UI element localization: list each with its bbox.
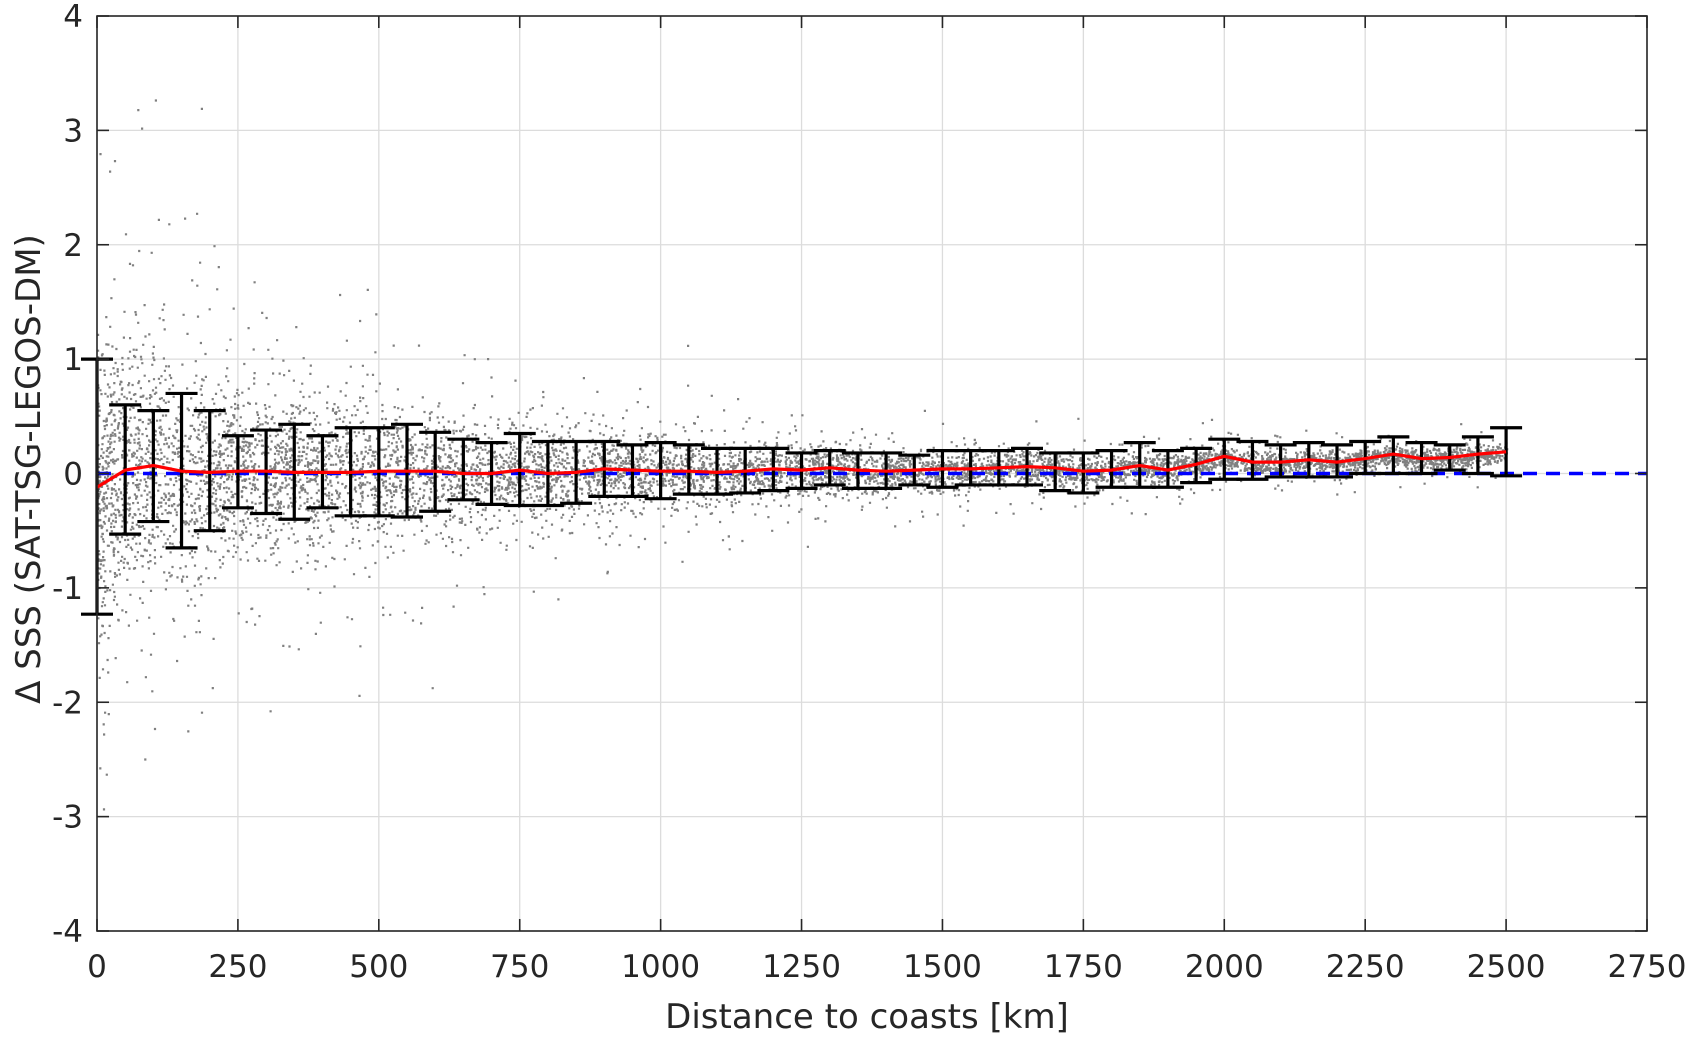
y-tick-label: 4 [63,0,83,35]
y-tick-label: -2 [52,685,83,721]
y-axis-label: Δ SSS (SAT-TSG-LEGOS-DM) [9,234,49,704]
mean-series-line [96,450,1507,489]
x-tick-label: 250 [208,949,267,985]
y-tick-label: -4 [52,914,83,950]
error-bar [1208,437,1241,481]
x-tick-label: 1500 [903,949,982,985]
error-bar [1039,451,1072,493]
y-tick-label: 1 [63,342,83,378]
scatter-points [97,99,1509,811]
error-bar [672,443,705,496]
x-axis-label: Distance to coasts [km] [665,997,1069,1035]
x-tick-label: 1000 [621,949,700,985]
x-tick-label: 1750 [1044,949,1123,985]
x-tick-label: 2750 [1608,949,1687,985]
error-bar [1067,451,1100,495]
x-tick-labels: 0 250 500 750 1000 1250 1500 1750 2000 2250 2500 27… [87,949,1686,985]
y-tick-label: 3 [63,113,83,149]
y-tick-label: 2 [63,228,83,264]
y-tick-label: -1 [52,571,83,607]
y-tick-label: 0 [63,457,83,493]
x-tick-label: 2250 [1326,949,1405,985]
y-tick-labels: -4 -3 -2 -1 0 1 2 3 4 [52,0,83,950]
error-bar [193,408,226,533]
x-tick-label: 500 [349,949,408,985]
y-tick-label: -3 [52,800,83,836]
mean-line [96,450,1507,489]
error-bar [447,437,480,502]
axes [96,15,1648,932]
scatter-point-cloud [97,99,1509,811]
x-tick-label: 0 [87,949,107,985]
x-tick-label: 2500 [1467,949,1546,985]
x-tick-label: 1250 [762,949,841,985]
x-tick-label: 750 [490,949,549,985]
error-bar [1236,439,1269,481]
x-tick-label: 2000 [1185,949,1264,985]
